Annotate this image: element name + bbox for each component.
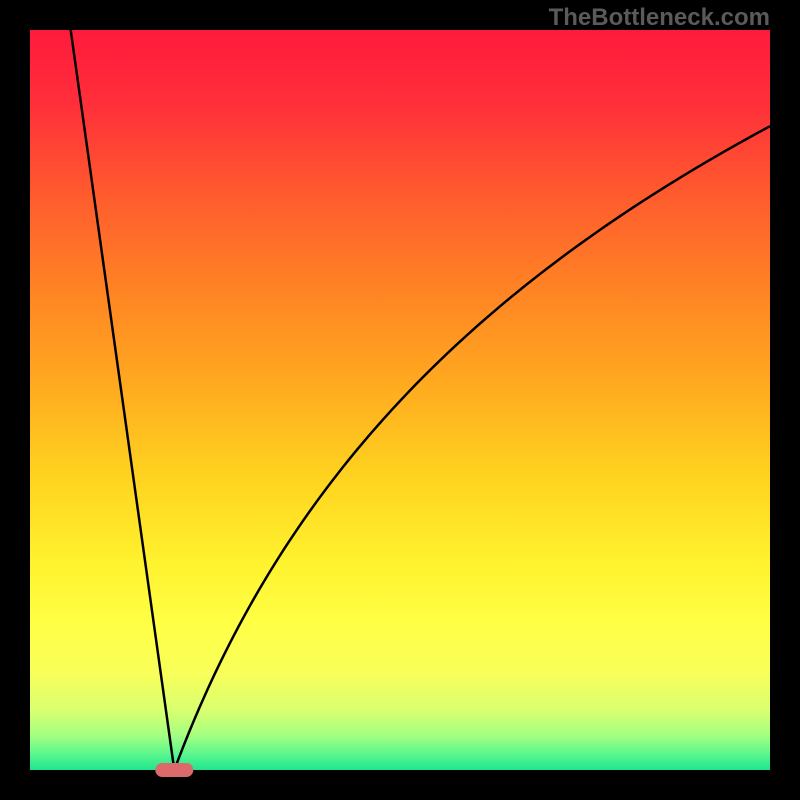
watermark-text: TheBottleneck.com [549, 4, 770, 32]
chart-svg [0, 0, 800, 800]
chart-container: TheBottleneck.com [0, 0, 800, 800]
vertex-marker [155, 763, 193, 777]
